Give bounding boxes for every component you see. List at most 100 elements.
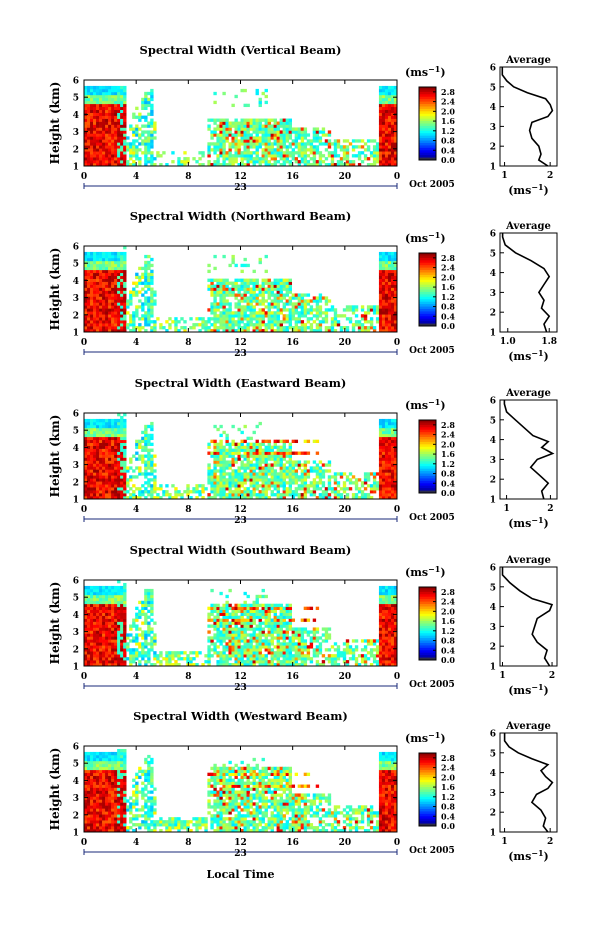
panel-title: Spectral Width (Southward Beam) xyxy=(130,543,352,557)
profile-y-tick-label: 4 xyxy=(490,103,496,113)
colorbar-tick-label: 0.8 xyxy=(441,636,455,646)
colorbar-tick-label: 1.6 xyxy=(441,616,455,626)
panel-3: Spectral Width (Eastward Beam) Height (km… xyxy=(48,376,558,530)
x-tick-label: 12 xyxy=(234,338,247,348)
y-tick-label: 1 xyxy=(73,496,79,506)
colorbar-tick-label: 2.0 xyxy=(441,106,455,116)
y-tick-label: 6 xyxy=(73,743,79,753)
x-tick-label: 0 xyxy=(81,838,87,848)
profile-frame xyxy=(499,232,558,333)
colorbar-tick-label: 2.4 xyxy=(441,597,455,607)
colorbar-tick-label: 2.0 xyxy=(441,272,455,282)
colorbar xyxy=(419,753,436,827)
x-tick-label: 8 xyxy=(185,338,191,348)
x-tick-label: 8 xyxy=(185,505,191,515)
heatmap-cells xyxy=(84,246,398,333)
x-tick-label: 0 xyxy=(394,672,400,682)
profile-y-tick-label: 5 xyxy=(490,83,496,93)
x-tick-label: 12 xyxy=(234,838,247,848)
colorbar-tick-label: 1.2 xyxy=(441,292,455,302)
profile-y-tick-label: 2 xyxy=(490,309,496,319)
profile-y-tick-label: 1 xyxy=(490,496,496,506)
profile-x-tick-label: 1 xyxy=(501,837,507,847)
colorbar-tick-label: 2.8 xyxy=(441,87,455,97)
y-tick-label: 3 xyxy=(73,628,79,638)
colorbar-tick-label: 2.4 xyxy=(441,97,455,107)
colorbar-tick-label: 0.4 xyxy=(441,645,455,655)
x-tick-label: 20 xyxy=(339,172,352,182)
profile-title: Average xyxy=(505,221,551,232)
profile-title: Average xyxy=(505,388,551,399)
profile-y-tick-label: 6 xyxy=(490,730,496,740)
colorbar-tick-label: 1.2 xyxy=(441,626,455,636)
y-tick-label: 5 xyxy=(73,594,79,604)
colorbar-tick-label: 1.6 xyxy=(441,282,455,292)
y-tick-label: 5 xyxy=(73,427,79,437)
date-label: Oct 2005 xyxy=(409,846,455,856)
x-tick-label: 4 xyxy=(133,172,139,182)
x-tick-label: 20 xyxy=(339,672,352,682)
colorbar-frame xyxy=(418,586,437,661)
y-tick-label: 4 xyxy=(73,777,79,787)
profile-y-tick-label: 1 xyxy=(490,163,496,173)
colorbar-tick-label: 1.6 xyxy=(441,116,455,126)
y-tick-label: 6 xyxy=(73,577,79,587)
y-tick-label: 3 xyxy=(73,294,79,304)
day-label: 23 xyxy=(234,349,247,359)
x-tick-label: 12 xyxy=(234,172,247,182)
y-tick-label: 4 xyxy=(73,277,79,287)
y-tick-label: 3 xyxy=(73,794,79,804)
date-label: Oct 2005 xyxy=(409,513,455,523)
profile-y-tick-label: 3 xyxy=(490,123,496,133)
colorbar-unit: (ms−1) xyxy=(405,564,446,579)
x-tick-label: 16 xyxy=(286,338,299,348)
profile-x-tick-label: 2 xyxy=(547,837,553,847)
x-tick-label: 0 xyxy=(81,338,87,348)
colorbar-tick-label: 0.4 xyxy=(441,478,455,488)
x-tick-label: 16 xyxy=(286,838,299,848)
x-tick-label: 12 xyxy=(234,672,247,682)
y-tick-label: 6 xyxy=(73,243,79,253)
colorbar-tick-label: 1.6 xyxy=(441,449,455,459)
profile-y-tick-label: 6 xyxy=(490,230,496,240)
date-label: Oct 2005 xyxy=(409,680,455,690)
colorbar-tick-label: 2.8 xyxy=(441,587,455,597)
x-tick-label: 20 xyxy=(339,338,352,348)
profile-y-tick-label: 2 xyxy=(490,809,496,819)
profile-frame xyxy=(499,66,558,167)
profile-y-tick-label: 5 xyxy=(490,416,496,426)
colorbar-tick-label: 1.2 xyxy=(441,126,455,136)
x-tick-label: 8 xyxy=(185,672,191,682)
colorbar-tick-label: 0.4 xyxy=(441,811,455,821)
panel-title: Spectral Width (Northward Beam) xyxy=(130,209,352,223)
y-tick-label: 5 xyxy=(73,260,79,270)
panel-5: Spectral Width (Westward Beam) Height (km… xyxy=(48,709,558,863)
colorbar-tick-label: 0.0 xyxy=(441,321,455,331)
profile-y-tick-label: 4 xyxy=(490,436,496,446)
profile-y-tick-label: 4 xyxy=(490,603,496,613)
profile-y-tick-label: 6 xyxy=(490,564,496,574)
profile-title: Average xyxy=(505,55,551,66)
panel-4: Spectral Width (Southward Beam) Height (k… xyxy=(48,543,558,697)
profile-y-tick-label: 6 xyxy=(490,397,496,407)
x-tick-label: 4 xyxy=(133,338,139,348)
profile-x-tick-label: 2 xyxy=(549,671,555,681)
colorbar-tick-label: 2.8 xyxy=(441,420,455,430)
colorbar-tick-label: 0.0 xyxy=(441,488,455,498)
profile-unit: (ms−1) xyxy=(508,848,549,863)
panel-title: Spectral Width (Vertical Beam) xyxy=(140,43,342,57)
y-axis-label: Height (km) xyxy=(48,582,62,665)
colorbar xyxy=(419,87,436,161)
x-tick-label: 0 xyxy=(81,505,87,515)
colorbar-tick-label: 0.8 xyxy=(441,302,455,312)
panel-title: Spectral Width (Eastward Beam) xyxy=(135,376,347,390)
y-tick-label: 3 xyxy=(73,461,79,471)
day-label: 23 xyxy=(234,183,247,193)
colorbar-tick-label: 1.2 xyxy=(441,459,455,469)
x-tick-label: 8 xyxy=(185,172,191,182)
colorbar-tick-label: 2.4 xyxy=(441,263,455,273)
colorbar-unit: (ms−1) xyxy=(405,397,446,412)
heatmap-cells xyxy=(84,413,398,500)
date-label: Oct 2005 xyxy=(409,346,455,356)
profile-x-tick-label: 2 xyxy=(547,171,553,181)
